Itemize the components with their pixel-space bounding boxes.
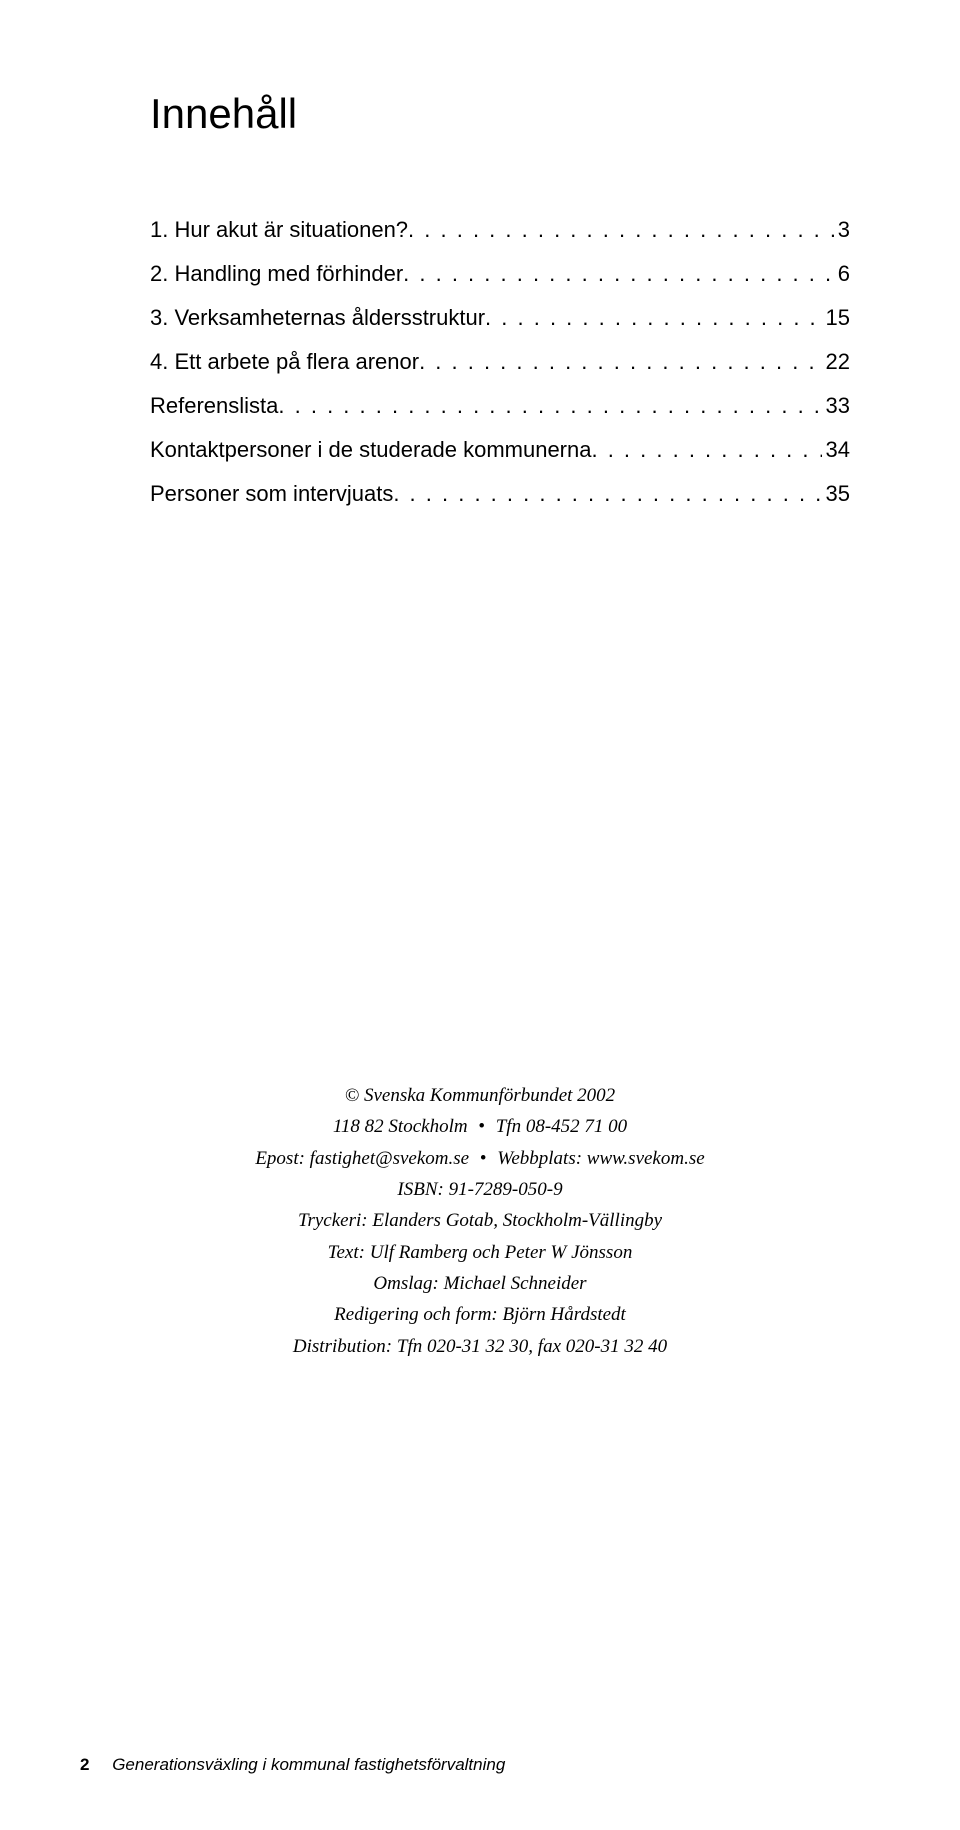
document-page: Innehåll 1. Hur akut är situationen? . .… (0, 0, 960, 1830)
toc-page-number: 22 (822, 340, 850, 384)
bullet-icon: • (474, 1148, 493, 1169)
toc-label: Personer som intervjuats (150, 472, 393, 516)
email-web-line: Epost: fastighet@svekom.se • Webbplats: … (0, 1143, 960, 1174)
toc-label: 3. Verksamheternas åldersstruktur (150, 296, 485, 340)
toc-leader: . . . . . . . . . . . . . . . . . . . . … (278, 384, 821, 428)
page-title: Innehåll (150, 90, 850, 138)
text-credit-line: Text: Ulf Ramberg och Peter W Jönsson (0, 1237, 960, 1268)
toc-entry: 2. Handling med förhinder . . . . . . . … (150, 252, 850, 296)
email-text: Epost: fastighet@svekom.se (255, 1148, 469, 1169)
address-text: 118 82 Stockholm (333, 1116, 468, 1137)
toc-leader: . . . . . . . . . . . . . . . . . . . . … (485, 296, 821, 340)
toc-page-number: 35 (822, 472, 850, 516)
table-of-contents: 1. Hur akut är situationen? . . . . . . … (150, 208, 850, 516)
toc-entry: Personer som intervjuats . . . . . . . .… (150, 472, 850, 516)
footer-page-number: 2 (80, 1755, 89, 1774)
toc-page-number: 6 (834, 252, 850, 296)
isbn-line: ISBN: 91-7289-050-9 (0, 1174, 960, 1205)
toc-leader: . . . . . . . . . . . . . . . . . . . . … (591, 428, 821, 472)
toc-label: 1. Hur akut är situationen? (150, 208, 408, 252)
address-phone-line: 118 82 Stockholm • Tfn 08-452 71 00 (0, 1111, 960, 1142)
copyright-line: © Svenska Kommunförbundet 2002 (0, 1080, 960, 1111)
toc-leader: . . . . . . . . . . . . . . . . . . . . … (403, 252, 834, 296)
editing-credit-line: Redigering och form: Björn Hårdstedt (0, 1299, 960, 1330)
toc-leader: . . . . . . . . . . . . . . . . . . . . … (419, 340, 821, 384)
toc-page-number: 3 (834, 208, 850, 252)
toc-page-number: 34 (822, 428, 850, 472)
footer-running-title: Generationsväxling i kommunal fastighets… (112, 1755, 505, 1774)
page-footer: 2 Generationsväxling i kommunal fastighe… (80, 1755, 505, 1775)
toc-page-number: 15 (822, 296, 850, 340)
toc-label: Referenslista (150, 384, 278, 428)
web-text: Webbplats: www.svekom.se (497, 1148, 704, 1169)
toc-label: 4. Ett arbete på flera arenor (150, 340, 419, 384)
toc-entry: 1. Hur akut är situationen? . . . . . . … (150, 208, 850, 252)
toc-label: 2. Handling med förhinder (150, 252, 403, 296)
toc-entry: Kontaktpersoner i de studerade kommunern… (150, 428, 850, 472)
toc-label: Kontaktpersoner i de studerade kommunern… (150, 428, 591, 472)
bullet-icon: • (472, 1116, 491, 1137)
toc-page-number: 33 (822, 384, 850, 428)
cover-credit-line: Omslag: Michael Schneider (0, 1268, 960, 1299)
phone-text: Tfn 08-452 71 00 (496, 1116, 627, 1137)
distribution-line: Distribution: Tfn 020-31 32 30, fax 020-… (0, 1331, 960, 1362)
toc-entry: 3. Verksamheternas åldersstruktur . . . … (150, 296, 850, 340)
toc-entry: 4. Ett arbete på flera arenor . . . . . … (150, 340, 850, 384)
toc-leader: . . . . . . . . . . . . . . . . . . . . … (408, 208, 834, 252)
printer-line: Tryckeri: Elanders Gotab, Stockholm-Väll… (0, 1205, 960, 1236)
toc-entry: Referenslista . . . . . . . . . . . . . … (150, 384, 850, 428)
colophon-block: © Svenska Kommunförbundet 2002 118 82 St… (0, 1080, 960, 1362)
toc-leader: . . . . . . . . . . . . . . . . . . . . … (393, 472, 821, 516)
